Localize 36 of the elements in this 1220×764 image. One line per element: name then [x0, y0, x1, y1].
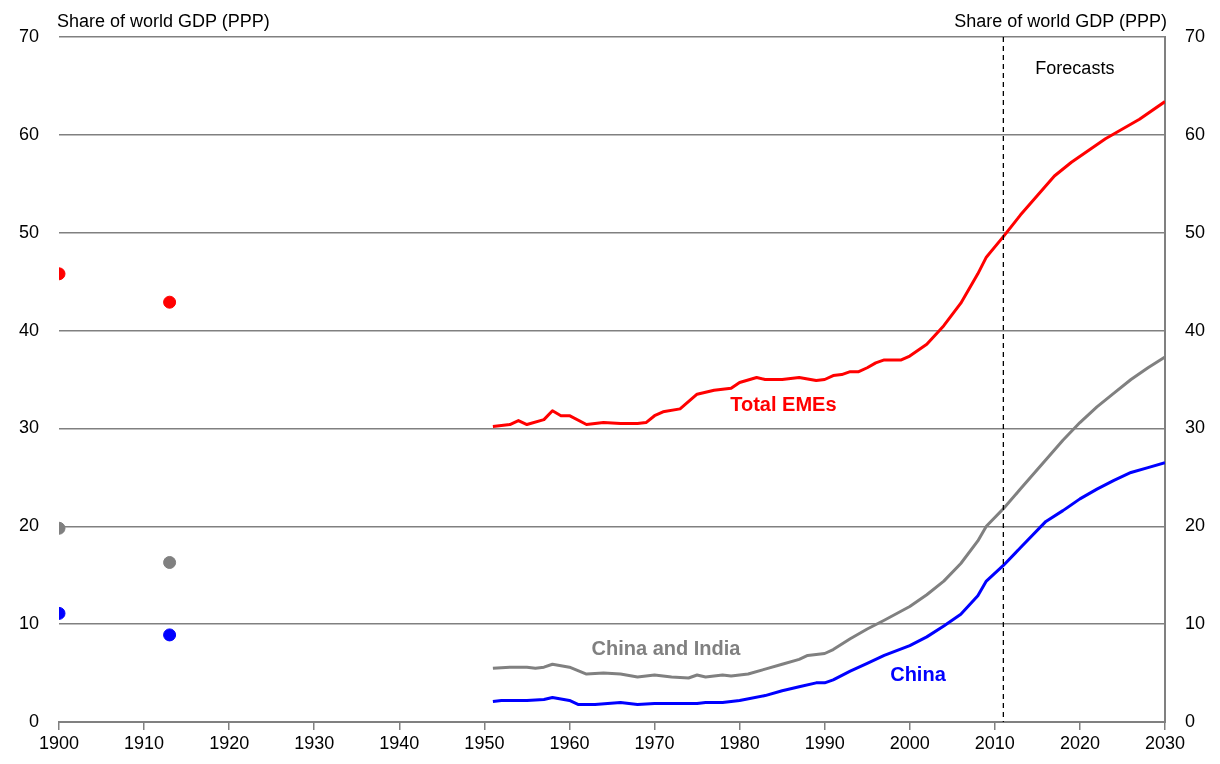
x-tick-label: 1960	[549, 732, 590, 753]
y2-tick-label: 60	[1185, 123, 1206, 144]
y2-tick-label: 50	[1185, 221, 1206, 242]
x-tick-label: 1920	[209, 732, 250, 753]
y-tick-label: 20	[18, 515, 39, 536]
x-tick-label: 1970	[634, 732, 675, 753]
y2-tick-label: 0	[1185, 710, 1196, 731]
x-tick-label: 2010	[974, 732, 1015, 753]
x-tick-label: 1900	[38, 732, 80, 753]
series-label: Total EMEs	[730, 393, 837, 416]
y2-tick-label: 40	[1185, 319, 1206, 340]
x-tick-label: 1940	[379, 732, 420, 753]
y-tick-label: 60	[18, 123, 39, 144]
x-tick-label: 1980	[719, 732, 760, 753]
y-tick-label: 50	[18, 221, 39, 242]
y-tick-label: 40	[18, 319, 39, 340]
x-tick-label: 1990	[804, 732, 845, 753]
ref-line-label: Forecasts	[1035, 57, 1115, 78]
x-tick-label: 2000	[889, 732, 930, 753]
x-tick-label: 2030	[1144, 732, 1186, 753]
y2-tick-label: 10	[1185, 613, 1206, 634]
y-axis-title: Share of world GDP (PPP)	[57, 10, 270, 31]
y-tick-label: 30	[18, 417, 39, 438]
x-tick-label: 1950	[464, 732, 505, 753]
series-label: China	[890, 662, 947, 685]
y2-tick-label: 70	[1185, 25, 1206, 46]
y2-axis-title: Share of world GDP (PPP)	[954, 10, 1167, 31]
y-tick-label: 70	[18, 25, 39, 46]
x-tick-label: 1930	[294, 732, 335, 753]
y2-tick-label: 20	[1185, 515, 1206, 536]
y-tick-label: 0	[28, 710, 39, 731]
x-tick-label: 2020	[1059, 732, 1100, 753]
series-label: China and India	[591, 637, 742, 660]
x-tick-label: 1910	[124, 732, 165, 753]
y-tick-label: 10	[18, 613, 39, 634]
y2-tick-label: 30	[1185, 417, 1206, 438]
